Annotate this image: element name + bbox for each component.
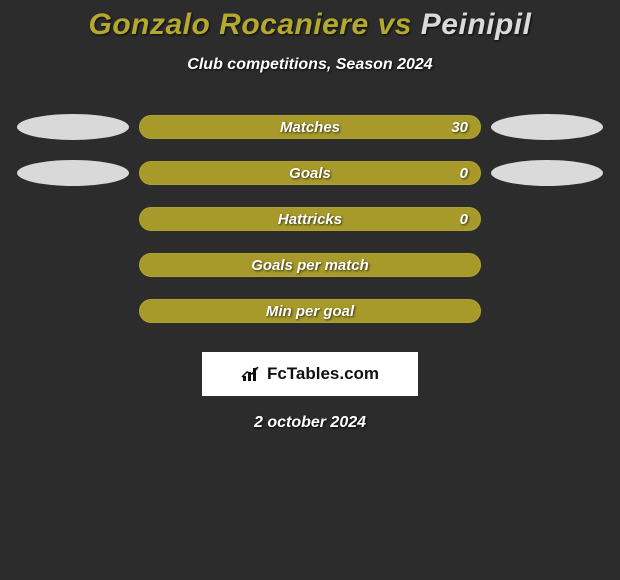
- stat-value: 30: [451, 119, 468, 136]
- chart-icon: [241, 365, 263, 383]
- stat-row: Matches 30: [0, 114, 620, 140]
- stat-bar: Hattricks 0: [139, 207, 481, 231]
- vs-text: vs: [378, 8, 421, 41]
- stat-label: Matches: [280, 119, 340, 136]
- stat-label: Goals: [289, 165, 331, 182]
- stat-label: Hattricks: [278, 211, 342, 228]
- stat-value: 0: [460, 165, 468, 182]
- stat-row: Hattricks 0: [0, 206, 620, 232]
- player2-name: Peinipil: [421, 8, 532, 41]
- date-text: 2 october 2024: [0, 414, 620, 432]
- stats-rows: Matches 30 Goals 0 Hattricks 0 Goals per match…: [0, 114, 620, 324]
- stat-bar: Goals per match: [139, 253, 481, 277]
- stat-bar: Min per goal: [139, 299, 481, 323]
- left-spacer: [17, 298, 129, 324]
- right-spacer: [491, 206, 603, 232]
- player1-name: Gonzalo Rocaniere: [89, 8, 369, 41]
- stat-bar: Goals 0: [139, 161, 481, 185]
- stat-row: Goals 0: [0, 160, 620, 186]
- comparison-widget: Gonzalo Rocaniere vs Peinipil Club compe…: [0, 0, 620, 432]
- left-spacer: [17, 206, 129, 232]
- stat-row: Min per goal: [0, 298, 620, 324]
- left-oval: [17, 160, 129, 186]
- right-oval: [491, 114, 603, 140]
- watermark-label: FcTables.com: [267, 364, 379, 384]
- left-spacer: [17, 252, 129, 278]
- stat-bar: Matches 30: [139, 115, 481, 139]
- right-spacer: [491, 298, 603, 324]
- subtitle: Club competitions, Season 2024: [0, 56, 620, 74]
- left-oval: [17, 114, 129, 140]
- stat-label: Min per goal: [266, 303, 354, 320]
- stat-row: Goals per match: [0, 252, 620, 278]
- right-oval: [491, 160, 603, 186]
- watermark-box: FcTables.com: [202, 352, 418, 396]
- stat-value: 0: [460, 211, 468, 228]
- right-spacer: [491, 252, 603, 278]
- watermark: FcTables.com: [241, 364, 379, 384]
- stat-label: Goals per match: [251, 257, 369, 274]
- page-title: Gonzalo Rocaniere vs Peinipil: [0, 8, 620, 42]
